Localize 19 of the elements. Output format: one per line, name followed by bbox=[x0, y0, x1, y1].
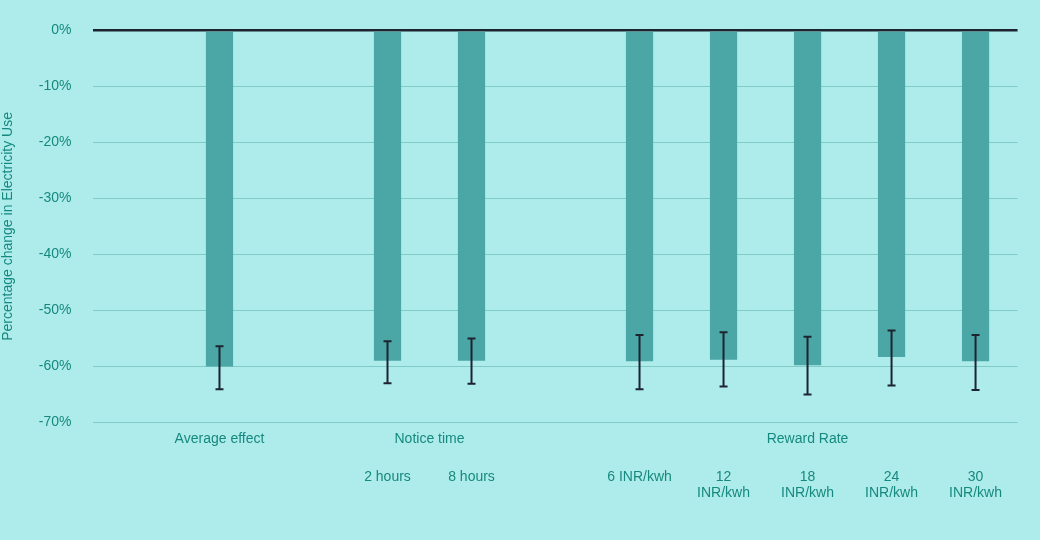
x-tick-label: 30 INR/kwh bbox=[949, 467, 1002, 501]
x-tick-label: 12 INR/kwh bbox=[697, 467, 750, 501]
y-tick-label: 0% bbox=[51, 21, 72, 38]
y-tick-label: -10% bbox=[38, 77, 72, 94]
y-tick-label: -50% bbox=[38, 301, 72, 318]
text: Notice time bbox=[394, 430, 465, 447]
x-tick-label: 2 hours bbox=[364, 467, 411, 484]
text: Average effect bbox=[174, 430, 265, 447]
text: Reward Rate bbox=[766, 430, 849, 447]
x-tick-label: 8 hours bbox=[448, 467, 495, 484]
y-tick-label: -30% bbox=[38, 189, 72, 206]
y-tick-label: -40% bbox=[38, 245, 72, 262]
y-tick-label: -60% bbox=[38, 357, 72, 374]
x-tick-label: 6 INR/kwh bbox=[607, 467, 672, 484]
y-tick-label: -20% bbox=[38, 133, 72, 150]
y-tick-label: -70% bbox=[38, 413, 72, 430]
y-axis-title: Percentage change in Electricity Use bbox=[0, 111, 16, 341]
x-tick-label: 24 INR/kwh bbox=[865, 467, 918, 501]
x-tick-label: 18 INR/kwh bbox=[781, 467, 834, 501]
